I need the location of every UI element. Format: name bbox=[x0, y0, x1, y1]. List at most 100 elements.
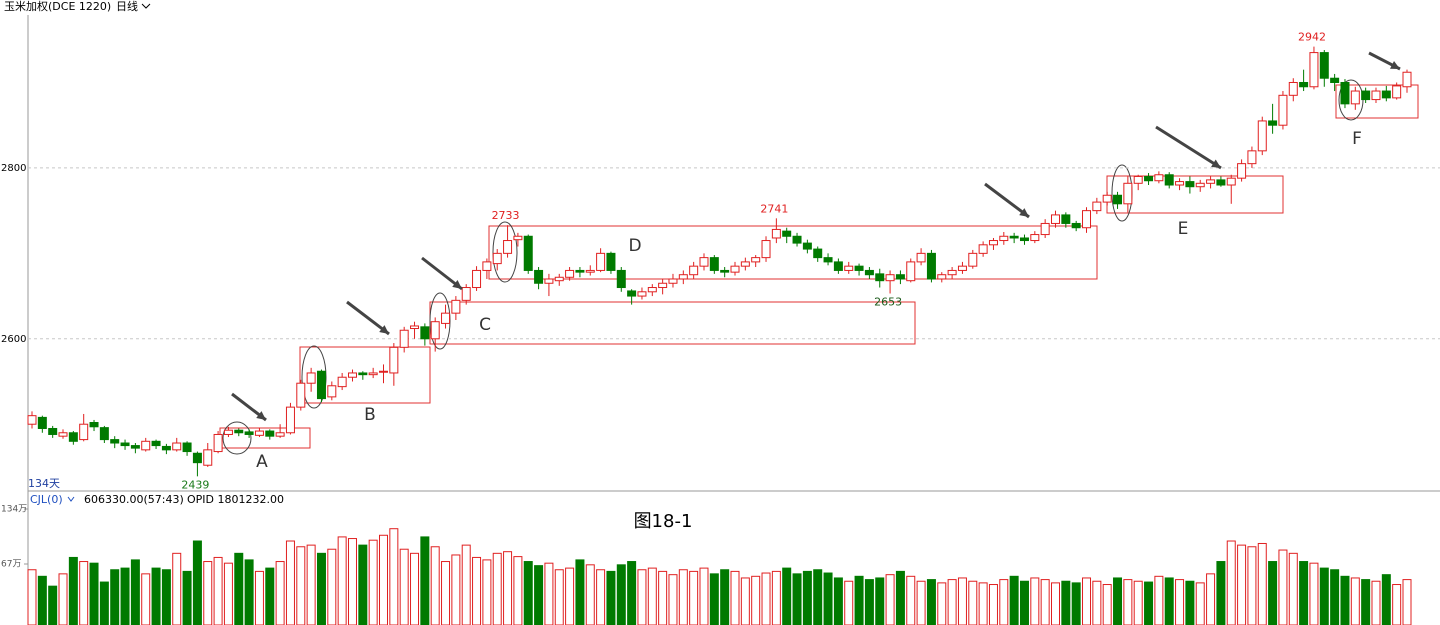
volume-bar bbox=[1071, 582, 1081, 625]
volume-bar bbox=[368, 539, 378, 625]
candle-body bbox=[771, 228, 781, 239]
volume-bar bbox=[1299, 561, 1309, 625]
volume-bar bbox=[1350, 577, 1360, 625]
candle-body bbox=[699, 257, 709, 267]
volume-bar bbox=[1092, 580, 1102, 625]
volume-bar bbox=[1030, 577, 1040, 625]
candle-body bbox=[513, 235, 523, 241]
volume-bar bbox=[1195, 582, 1205, 625]
candle-body bbox=[947, 269, 957, 276]
candle-body bbox=[296, 382, 306, 408]
volume-dropdown[interactable] bbox=[67, 496, 75, 502]
volume-bar bbox=[1113, 577, 1123, 625]
candle-body bbox=[285, 406, 295, 434]
volume-bar bbox=[699, 567, 709, 625]
candle-body bbox=[957, 265, 967, 271]
y-tick-label: 2800 bbox=[1, 163, 26, 174]
dropdown-icon[interactable] bbox=[141, 3, 151, 9]
candle-body bbox=[565, 269, 575, 278]
candle-body bbox=[347, 372, 357, 378]
candle-body bbox=[1030, 234, 1040, 242]
candle-body bbox=[234, 429, 244, 434]
arrow-head bbox=[1019, 208, 1029, 217]
volume-bar bbox=[1102, 584, 1112, 625]
volume-bar bbox=[740, 577, 750, 625]
volume-bar bbox=[906, 575, 916, 625]
volume-bar bbox=[451, 554, 461, 625]
candle-body bbox=[1402, 71, 1412, 88]
candle-body bbox=[864, 269, 874, 276]
volume-bar bbox=[1216, 561, 1226, 625]
volume-bar bbox=[782, 567, 792, 625]
zone-label: C bbox=[479, 315, 491, 335]
candle-body bbox=[223, 429, 233, 435]
candle-body bbox=[554, 276, 564, 282]
volume-bar bbox=[244, 559, 254, 625]
volume-bar bbox=[213, 556, 223, 625]
candle-body bbox=[254, 430, 264, 436]
candle-body bbox=[978, 244, 988, 254]
candle-body bbox=[1299, 81, 1309, 88]
volume-bar bbox=[389, 528, 399, 625]
candle-body bbox=[99, 427, 109, 441]
candle-body bbox=[585, 269, 595, 273]
candle-body bbox=[761, 240, 771, 259]
volume-bar bbox=[296, 546, 306, 625]
volume-bar bbox=[1164, 577, 1174, 625]
volume-bar bbox=[606, 570, 616, 625]
volume-bar bbox=[1278, 549, 1288, 625]
arrow-head bbox=[256, 411, 266, 420]
candle-body bbox=[792, 235, 802, 244]
candle-body bbox=[658, 282, 668, 289]
candle-body bbox=[1113, 194, 1123, 205]
volume-bar bbox=[854, 575, 864, 625]
volume-bar bbox=[48, 585, 58, 625]
volume-bar bbox=[916, 580, 926, 625]
period-selector[interactable]: 日线 bbox=[116, 0, 138, 13]
volume-bar bbox=[182, 570, 192, 625]
volume-bar bbox=[999, 579, 1009, 625]
candle-body bbox=[1195, 182, 1205, 188]
candle-body bbox=[420, 326, 430, 340]
candle-body bbox=[534, 269, 544, 284]
candle-body bbox=[937, 274, 947, 280]
arrow-head bbox=[1390, 61, 1400, 69]
candle-body bbox=[895, 274, 905, 280]
candle-body bbox=[1288, 81, 1298, 96]
candle-body bbox=[48, 427, 58, 435]
candle-body bbox=[110, 439, 120, 444]
volume-bar bbox=[306, 544, 316, 625]
y-tick-label: 134万 bbox=[1, 505, 27, 515]
volume-bar bbox=[823, 572, 833, 625]
days-label: 134天 bbox=[28, 477, 60, 490]
candle-body bbox=[1361, 90, 1371, 101]
candle-body bbox=[316, 370, 326, 400]
volume-bar bbox=[1175, 579, 1185, 625]
volume-bar bbox=[68, 556, 78, 625]
candle-body bbox=[1309, 52, 1319, 88]
volume-bar bbox=[864, 579, 874, 625]
volume-bar bbox=[637, 569, 647, 625]
zone-box bbox=[299, 346, 431, 404]
candle-body bbox=[472, 269, 482, 289]
candle-body bbox=[182, 442, 192, 453]
candle-body bbox=[1340, 81, 1350, 105]
candle-body bbox=[213, 433, 223, 453]
volume-bar bbox=[544, 562, 554, 625]
y-tick-label: 67万 bbox=[1, 560, 21, 570]
zone-box bbox=[1335, 84, 1419, 119]
volume-bar bbox=[58, 573, 68, 625]
candle-body bbox=[916, 252, 926, 263]
candle-body bbox=[1009, 235, 1019, 239]
volume-bar bbox=[513, 556, 523, 625]
candle-body bbox=[1175, 181, 1185, 186]
candle-body bbox=[389, 346, 399, 374]
volume-bar bbox=[1050, 582, 1060, 625]
volume-bar bbox=[89, 562, 99, 625]
volume-bar bbox=[833, 577, 843, 625]
candle-body bbox=[441, 312, 451, 324]
candle-body bbox=[327, 385, 337, 398]
candle-body bbox=[637, 291, 647, 297]
volume-bar bbox=[875, 577, 885, 625]
candle-body bbox=[751, 257, 761, 263]
